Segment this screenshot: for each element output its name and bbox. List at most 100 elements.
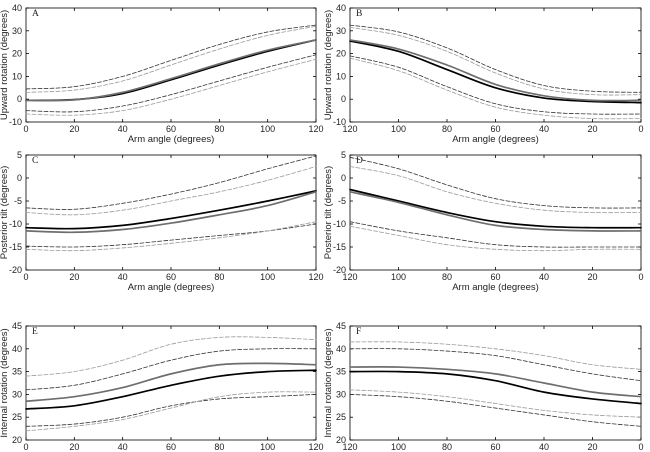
x-tick-label: 60	[166, 442, 176, 452]
y-tick-label: 30	[336, 389, 346, 399]
series-line-lower-1	[25, 394, 317, 427]
y-tick-label: 20	[336, 49, 346, 59]
plot-frame	[25, 325, 317, 441]
series-line-lower-2	[25, 58, 317, 116]
x-axis-label: Arm angle (degrees)	[452, 134, 539, 145]
x-tick-label: 0	[23, 442, 28, 452]
series-line-upper-1	[349, 156, 642, 209]
series-line-upper-2	[349, 26, 642, 96]
y-axis-label: Internal rotation (degrees)	[0, 328, 10, 437]
x-tick-label: 0	[638, 442, 643, 452]
series-line-mean-1	[25, 190, 317, 230]
panel-B: -10 0 10 20 30 40 120 100 80 60 40 20 0 Arm angle (de…	[323, 3, 644, 145]
y-tick-label: 35	[12, 367, 22, 377]
panel-F: 202530354045120100806040200Arm angle (de…	[323, 321, 644, 452]
y-tick-label: 20	[12, 435, 22, 445]
series-line-lower-1	[349, 394, 642, 427]
panel-label: C	[32, 156, 38, 166]
y-tick-label: 30	[12, 26, 22, 36]
x-tick-label: 0	[638, 124, 643, 134]
series-line-upper-1	[25, 155, 317, 210]
plot-frame	[25, 154, 317, 271]
x-tick-label: 100	[260, 272, 275, 282]
y-tick-label: 40	[12, 3, 22, 13]
plot-frame	[349, 325, 642, 441]
series-line-upper-1	[25, 348, 317, 391]
x-tick-label: 0	[23, 124, 28, 134]
y-tick-label: 0	[341, 94, 346, 104]
panel-C: -20 -15 -10 -5 0 5 0 20 40 60 80 100 120 Arm angle (d…	[0, 150, 324, 293]
y-tick-label: -10	[333, 219, 346, 229]
y-tick-label: 40	[336, 3, 346, 13]
x-tick-label: 80	[442, 442, 452, 452]
series-line-mean-2	[349, 39, 642, 102]
panel-label: A	[32, 9, 39, 19]
series-line-lower-2	[349, 225, 642, 252]
x-tick-label: 20	[587, 272, 597, 282]
x-tick-label: 40	[539, 124, 549, 134]
y-tick-label: 10	[336, 71, 346, 81]
y-tick-label: -5	[14, 196, 22, 206]
y-tick-label: -10	[9, 117, 22, 127]
series-line-upper-1	[349, 24, 642, 93]
x-tick-label: 60	[166, 124, 176, 134]
y-tick-label: -15	[9, 242, 22, 252]
panel-label: E	[32, 327, 38, 337]
x-tick-label: 40	[118, 442, 128, 452]
x-axis-label: Arm angle (degrees)	[452, 282, 539, 293]
series-line-mean-1	[349, 188, 642, 229]
x-tick-label: 80	[214, 442, 224, 452]
x-tick-label: 40	[118, 272, 128, 282]
x-tick-label: 0	[23, 272, 28, 282]
series-line-upper-2	[25, 25, 317, 93]
y-tick-label: 40	[336, 344, 346, 354]
x-tick-label: 100	[391, 272, 406, 282]
x-tick-label: 120	[308, 124, 323, 134]
x-tick-label: 20	[69, 442, 79, 452]
y-tick-label: 40	[12, 344, 22, 354]
series-line-lower-2	[25, 221, 317, 252]
series-line-mean-2	[25, 362, 317, 403]
y-tick-label: 5	[17, 150, 22, 160]
y-tick-label: 25	[12, 412, 22, 422]
y-tick-label: 0	[341, 173, 346, 183]
y-tick-label: 20	[336, 435, 346, 445]
x-axis-label: Arm angle (degrees)	[128, 134, 215, 145]
series-line-lower-2	[349, 389, 642, 418]
x-tick-label: 20	[69, 124, 79, 134]
series-line-upper-1	[25, 24, 317, 90]
x-tick-label: 40	[118, 124, 128, 134]
panel-D: -20 -15 -10 -5 0 5 120 100 80 60 40 20 0 Arm angle (d…	[323, 150, 644, 293]
y-tick-label: 30	[12, 389, 22, 399]
y-tick-label: 5	[341, 150, 346, 160]
panel-label: F	[356, 327, 361, 337]
y-axis-label: Posterior tilt (degrees)	[323, 166, 334, 259]
x-tick-label: 100	[391, 124, 406, 134]
x-tick-label: 120	[342, 124, 357, 134]
panel-label: D	[356, 156, 363, 166]
x-axis-label: Arm angle (degrees)	[128, 282, 215, 293]
x-tick-label: 100	[391, 442, 406, 452]
y-tick-label: 0	[17, 173, 22, 183]
x-tick-label: 0	[638, 272, 643, 282]
y-tick-label: -5	[338, 196, 346, 206]
y-tick-label: 10	[12, 71, 22, 81]
x-tick-label: 60	[490, 124, 500, 134]
series-line-mean-2	[349, 190, 642, 232]
y-tick-label: -15	[333, 242, 346, 252]
y-axis-label: Upward rotation (degrees)	[0, 10, 10, 120]
series-line-mean-1	[25, 369, 317, 410]
x-tick-label: 60	[490, 442, 500, 452]
panel-E: 202530354045020406080100120Arm angle (de…	[0, 321, 324, 452]
series-line-lower-1	[349, 55, 642, 115]
y-axis-label: Upward rotation (degrees)	[323, 10, 334, 120]
x-tick-label: 20	[587, 124, 597, 134]
series-line-upper-2	[25, 166, 317, 216]
x-tick-label: 80	[442, 124, 452, 134]
x-tick-label: 80	[214, 272, 224, 282]
x-tick-label: 100	[260, 442, 275, 452]
y-tick-label: -10	[9, 219, 22, 229]
y-tick-label: 35	[336, 367, 346, 377]
